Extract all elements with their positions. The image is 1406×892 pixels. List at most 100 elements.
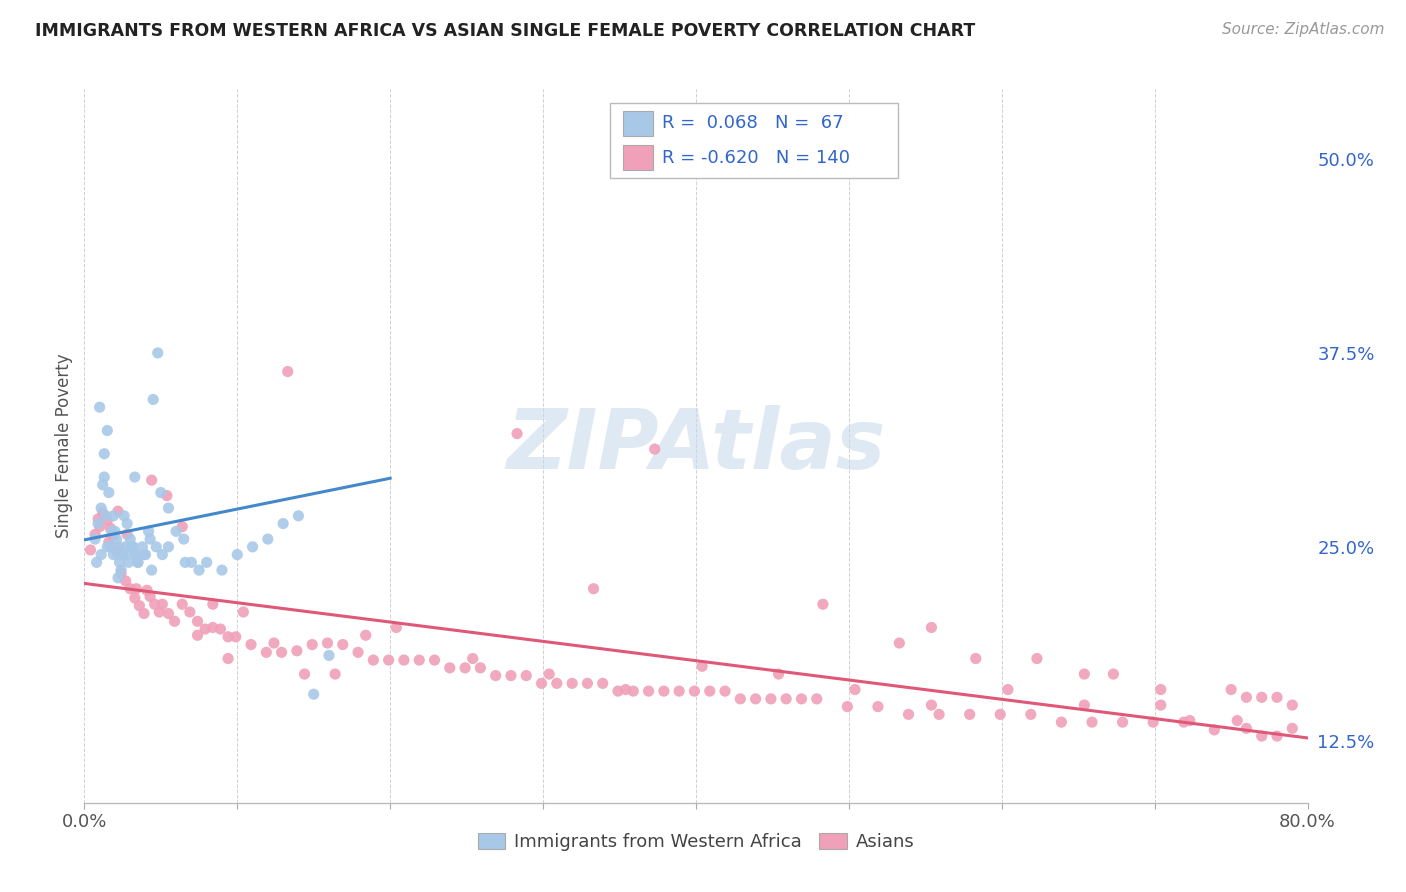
Point — [195, 555, 218, 569]
Point — [89, 401, 111, 415]
Point — [114, 574, 136, 588]
Point — [111, 548, 134, 562]
Point — [217, 651, 239, 665]
Point — [920, 620, 942, 634]
Point — [730, 691, 752, 706]
Point — [1150, 682, 1173, 697]
Point — [121, 540, 143, 554]
Point — [87, 516, 110, 531]
Point — [94, 508, 117, 523]
Point — [149, 485, 172, 500]
Point — [124, 591, 146, 605]
Point — [318, 648, 340, 663]
Point — [120, 532, 142, 546]
Point — [775, 691, 797, 706]
Point — [103, 508, 125, 523]
Point — [150, 548, 173, 562]
Point — [84, 532, 107, 546]
Point — [385, 620, 408, 634]
Point — [423, 653, 446, 667]
Point — [108, 540, 131, 554]
Point — [439, 661, 461, 675]
Point — [928, 707, 950, 722]
Point — [561, 676, 583, 690]
Point — [392, 653, 415, 667]
Point — [1019, 707, 1042, 722]
Point — [107, 504, 129, 518]
Point — [240, 638, 263, 652]
Point — [157, 501, 180, 516]
Point — [920, 698, 942, 712]
Point — [136, 583, 159, 598]
Point — [530, 676, 553, 690]
Point — [131, 540, 153, 554]
Point — [209, 622, 232, 636]
Point — [270, 645, 292, 659]
Point — [1102, 667, 1125, 681]
Point — [104, 524, 127, 539]
Point — [866, 699, 889, 714]
Point — [112, 508, 135, 523]
Point — [285, 644, 308, 658]
Point — [87, 512, 110, 526]
Point — [277, 365, 299, 379]
Point — [485, 668, 508, 682]
Text: R =  0.068   N =  67: R = 0.068 N = 67 — [662, 114, 844, 132]
Point — [790, 691, 813, 706]
Point — [768, 667, 790, 681]
Point — [138, 524, 160, 539]
Point — [1150, 698, 1173, 712]
Point — [1226, 714, 1249, 728]
Point — [96, 513, 118, 527]
Point — [546, 676, 568, 690]
Point — [180, 555, 202, 569]
Point — [91, 477, 114, 491]
Point — [141, 473, 163, 487]
Point — [257, 532, 280, 546]
Point — [122, 540, 145, 554]
Point — [97, 485, 120, 500]
Point — [188, 563, 211, 577]
Point — [644, 442, 666, 456]
Point — [347, 645, 370, 659]
Point — [515, 668, 537, 682]
Point — [1073, 667, 1095, 681]
Point — [506, 426, 529, 441]
Point — [607, 684, 630, 698]
Point — [115, 527, 138, 541]
Point — [844, 682, 866, 697]
Point — [125, 548, 148, 562]
Point — [461, 651, 484, 665]
Point — [408, 653, 430, 667]
Point — [1173, 715, 1195, 730]
Point — [108, 555, 131, 569]
Point — [107, 548, 129, 562]
Point — [128, 599, 150, 613]
Point — [889, 636, 911, 650]
Point — [143, 597, 166, 611]
Point — [1142, 715, 1164, 730]
Point — [173, 532, 195, 546]
Point — [759, 691, 782, 706]
Point — [470, 661, 492, 675]
Point — [263, 636, 285, 650]
Point — [592, 676, 614, 690]
Point — [294, 667, 316, 681]
Point — [652, 684, 675, 698]
Point — [84, 527, 107, 541]
Point — [174, 555, 197, 569]
Point — [354, 628, 377, 642]
Point — [637, 684, 659, 698]
Point — [105, 532, 128, 546]
FancyBboxPatch shape — [623, 111, 654, 136]
Point — [316, 636, 339, 650]
Text: ZIPAtlas: ZIPAtlas — [506, 406, 886, 486]
Point — [139, 532, 162, 546]
Point — [201, 597, 224, 611]
Point — [668, 684, 690, 698]
Point — [135, 548, 157, 562]
Point — [377, 653, 399, 667]
Point — [163, 615, 186, 629]
Point — [186, 615, 208, 629]
Point — [98, 521, 121, 535]
